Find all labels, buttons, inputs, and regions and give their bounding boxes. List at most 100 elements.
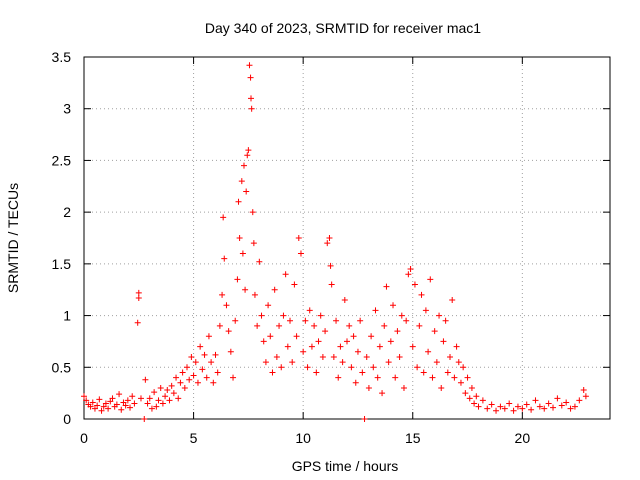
data-point bbox=[344, 338, 350, 345]
data-point bbox=[137, 395, 144, 402]
data-point bbox=[571, 403, 578, 410]
y-tick-label: 1.5 bbox=[52, 256, 72, 272]
data-point bbox=[192, 359, 199, 366]
data-point bbox=[297, 250, 304, 257]
x-axis-label: GPS time / hours bbox=[292, 458, 399, 474]
data-point bbox=[532, 397, 539, 404]
data-point bbox=[462, 390, 469, 397]
data-point bbox=[230, 374, 237, 381]
data-point bbox=[214, 369, 221, 376]
data-point bbox=[488, 401, 495, 408]
data-point bbox=[144, 400, 151, 407]
data-point bbox=[262, 359, 269, 366]
data-point bbox=[541, 405, 548, 412]
y-tick-label: 0.5 bbox=[52, 359, 72, 375]
data-point bbox=[273, 353, 280, 360]
data-point bbox=[129, 393, 136, 400]
data-point bbox=[210, 379, 217, 386]
data-point bbox=[181, 384, 188, 391]
data-point bbox=[162, 393, 169, 400]
data-point bbox=[254, 322, 261, 329]
data-point bbox=[212, 351, 219, 358]
data-point bbox=[302, 317, 309, 324]
data-point bbox=[280, 312, 287, 319]
data-point bbox=[341, 297, 348, 304]
data-point bbox=[186, 376, 193, 383]
data-point bbox=[418, 291, 425, 298]
data-point bbox=[173, 374, 180, 381]
data-point bbox=[308, 343, 315, 350]
data-point bbox=[120, 399, 127, 406]
data-point bbox=[271, 286, 278, 293]
y-tick-label: 2 bbox=[63, 204, 71, 220]
data-point bbox=[315, 338, 322, 345]
data-point bbox=[293, 333, 300, 340]
data-point bbox=[431, 328, 438, 335]
data-point bbox=[83, 397, 90, 404]
grid-layer bbox=[84, 57, 610, 419]
data-point bbox=[238, 178, 245, 185]
data-point bbox=[245, 147, 252, 154]
data-point bbox=[201, 351, 208, 358]
data-point bbox=[330, 353, 337, 360]
data-point bbox=[260, 338, 267, 345]
data-point bbox=[265, 302, 272, 309]
data-point bbox=[243, 188, 250, 195]
data-point bbox=[554, 395, 561, 402]
data-point bbox=[251, 291, 258, 298]
data-point bbox=[365, 384, 372, 391]
data-point bbox=[194, 379, 201, 386]
data-point bbox=[164, 387, 171, 394]
data-point bbox=[284, 343, 291, 350]
data-point bbox=[267, 333, 274, 340]
data-point bbox=[227, 348, 234, 355]
data-point bbox=[361, 416, 368, 422]
data-point bbox=[91, 405, 98, 412]
data-point bbox=[407, 266, 414, 273]
data-point bbox=[464, 374, 471, 381]
data-point bbox=[134, 319, 141, 326]
data-point bbox=[220, 214, 227, 221]
data-point bbox=[379, 390, 386, 397]
data-point bbox=[199, 366, 206, 373]
data-point bbox=[326, 235, 333, 241]
data-point bbox=[102, 400, 109, 407]
data-point bbox=[188, 353, 195, 360]
data-point bbox=[422, 307, 429, 314]
data-point bbox=[100, 403, 107, 410]
data-point bbox=[536, 403, 543, 410]
data-point bbox=[414, 364, 421, 371]
data-point bbox=[131, 400, 138, 407]
data-point bbox=[352, 379, 359, 386]
data-point bbox=[484, 405, 491, 412]
data-point bbox=[346, 322, 353, 329]
data-point bbox=[447, 353, 454, 360]
data-point bbox=[324, 240, 331, 247]
data-point bbox=[519, 405, 526, 412]
data-point bbox=[348, 364, 355, 371]
y-tick-label: 0 bbox=[63, 411, 71, 427]
data-point bbox=[282, 271, 289, 278]
data-point bbox=[429, 374, 436, 381]
data-point bbox=[328, 281, 335, 288]
data-point bbox=[256, 258, 263, 265]
data-point bbox=[190, 372, 197, 379]
data-point bbox=[304, 364, 311, 371]
data-point bbox=[550, 404, 557, 411]
data-point bbox=[327, 262, 334, 269]
data-point bbox=[453, 343, 460, 350]
data-point bbox=[427, 276, 434, 283]
data-point bbox=[113, 401, 120, 408]
chart-title: Day 340 of 2023, SRMTID for receiver mac… bbox=[205, 20, 481, 36]
data-point bbox=[269, 369, 276, 376]
data-point bbox=[337, 343, 344, 350]
data-point bbox=[528, 406, 535, 413]
data-point bbox=[374, 374, 381, 381]
data-point bbox=[376, 343, 383, 350]
data-point bbox=[400, 384, 407, 391]
y-tick-label: 3.5 bbox=[52, 49, 72, 65]
data-point bbox=[523, 401, 530, 408]
data-point bbox=[381, 322, 388, 329]
data-point bbox=[394, 328, 401, 335]
data-point bbox=[370, 364, 377, 371]
